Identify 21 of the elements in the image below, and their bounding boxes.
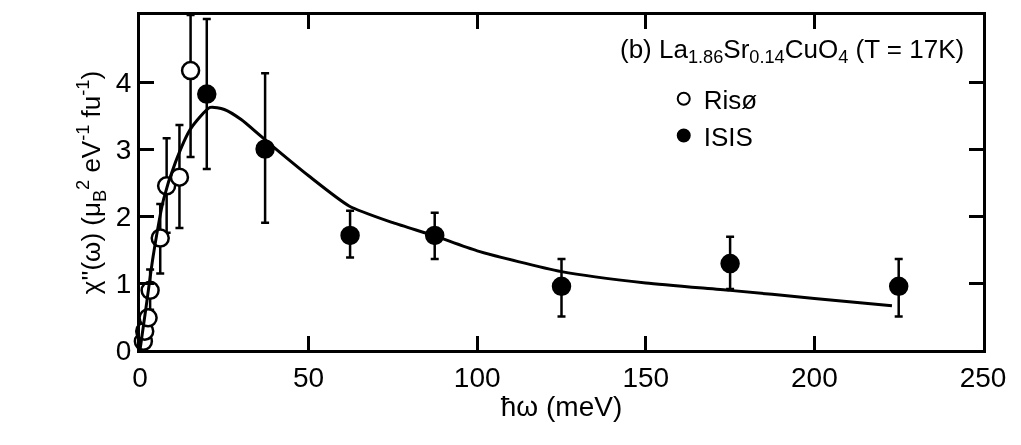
point — [197, 84, 217, 104]
point — [720, 253, 740, 274]
x-tick-label: 250 — [959, 361, 1007, 393]
x-tick-label: 100 — [453, 361, 501, 393]
y-tick-label: 3 — [115, 133, 132, 165]
point — [888, 276, 909, 297]
point — [180, 60, 201, 81]
legend-label: ISIS — [703, 121, 753, 152]
point — [340, 225, 360, 246]
annotation: (b) La$_{1.86}$Sr$_{0.14}$CuO$_{4}$ (T = 17K) — [620, 34, 965, 68]
x-tick-label: 50 — [293, 361, 325, 393]
point — [169, 167, 190, 187]
x-tick-label: 150 — [622, 361, 670, 393]
x-tick-label: 200 — [791, 361, 838, 393]
point — [551, 276, 572, 297]
y-tick-label: 1 — [115, 267, 132, 299]
x-axis-title: ħω (meV) — [500, 390, 623, 422]
y-tick-label: 2 — [115, 200, 132, 232]
y-tick-label: 4 — [115, 66, 132, 98]
y-tick-label: 0 — [115, 334, 132, 366]
legend-label: Risø — [703, 84, 758, 115]
